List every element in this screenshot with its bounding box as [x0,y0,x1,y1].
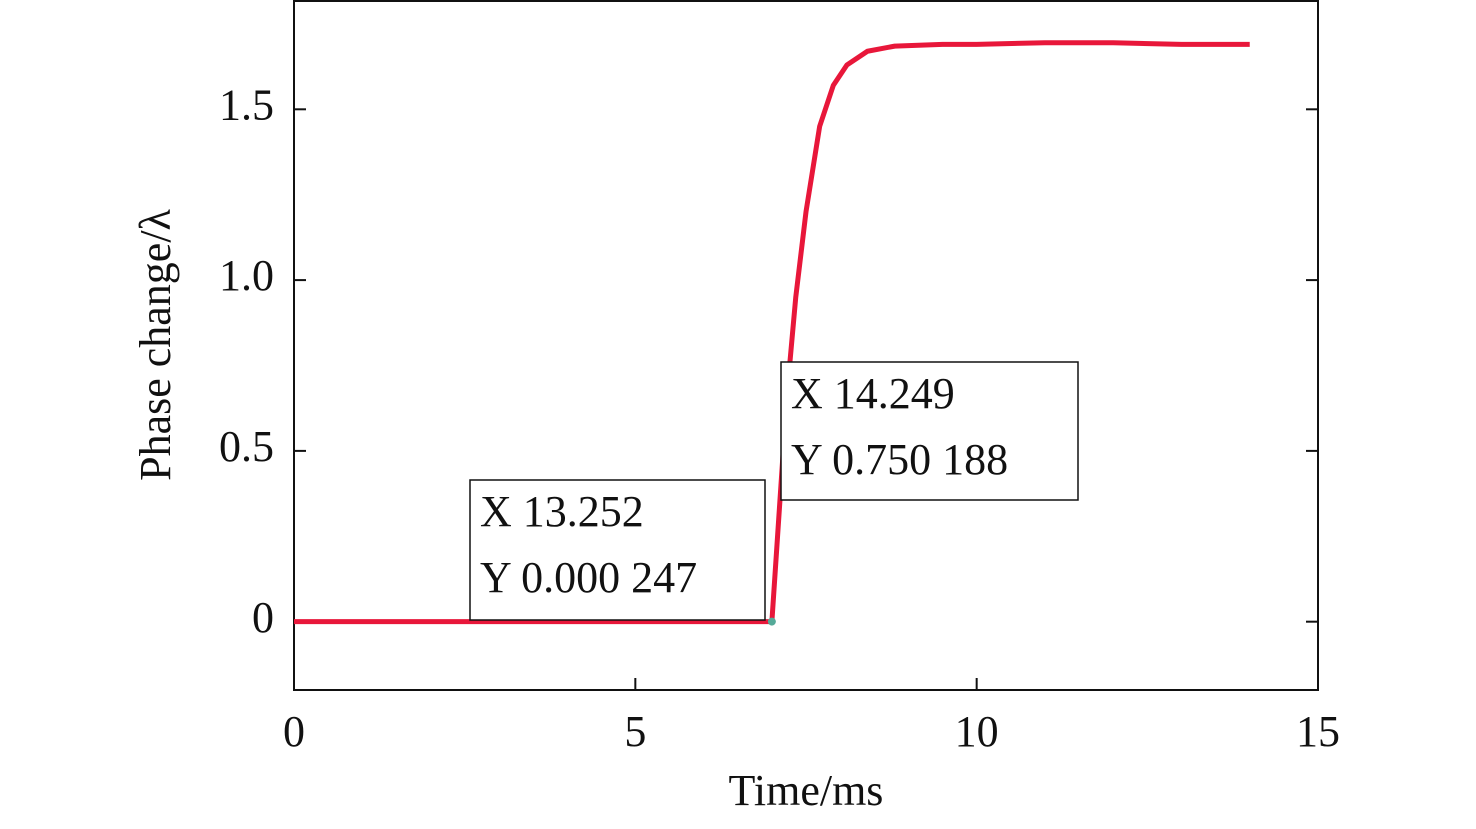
annotation-point [767,617,776,626]
annotation-text: Y 0.750 188 [791,435,1008,484]
annotation-text: Y 0.000 247 [480,553,697,602]
x-axis-label: Time/ms [729,766,884,815]
annotation-text: X 13.252 [480,487,644,536]
x-tick-label: 0 [283,707,305,756]
x-tick-label: 5 [624,707,646,756]
y-tick-label: 1.0 [219,251,274,300]
y-tick-label: 0 [252,593,274,642]
data-line [294,40,1250,625]
annotation-box [469,479,766,621]
y-axis-label: Phase change/λ [131,208,180,480]
annotation-text: X 14.249 [791,369,955,418]
y-tick-label: 0.5 [219,422,274,471]
x-tick-label: 10 [955,707,999,756]
y-tick-label: 1.5 [219,80,274,129]
annotation-box [780,361,1079,501]
x-tick-label: 15 [1296,707,1340,756]
plot-frame [293,0,1319,691]
